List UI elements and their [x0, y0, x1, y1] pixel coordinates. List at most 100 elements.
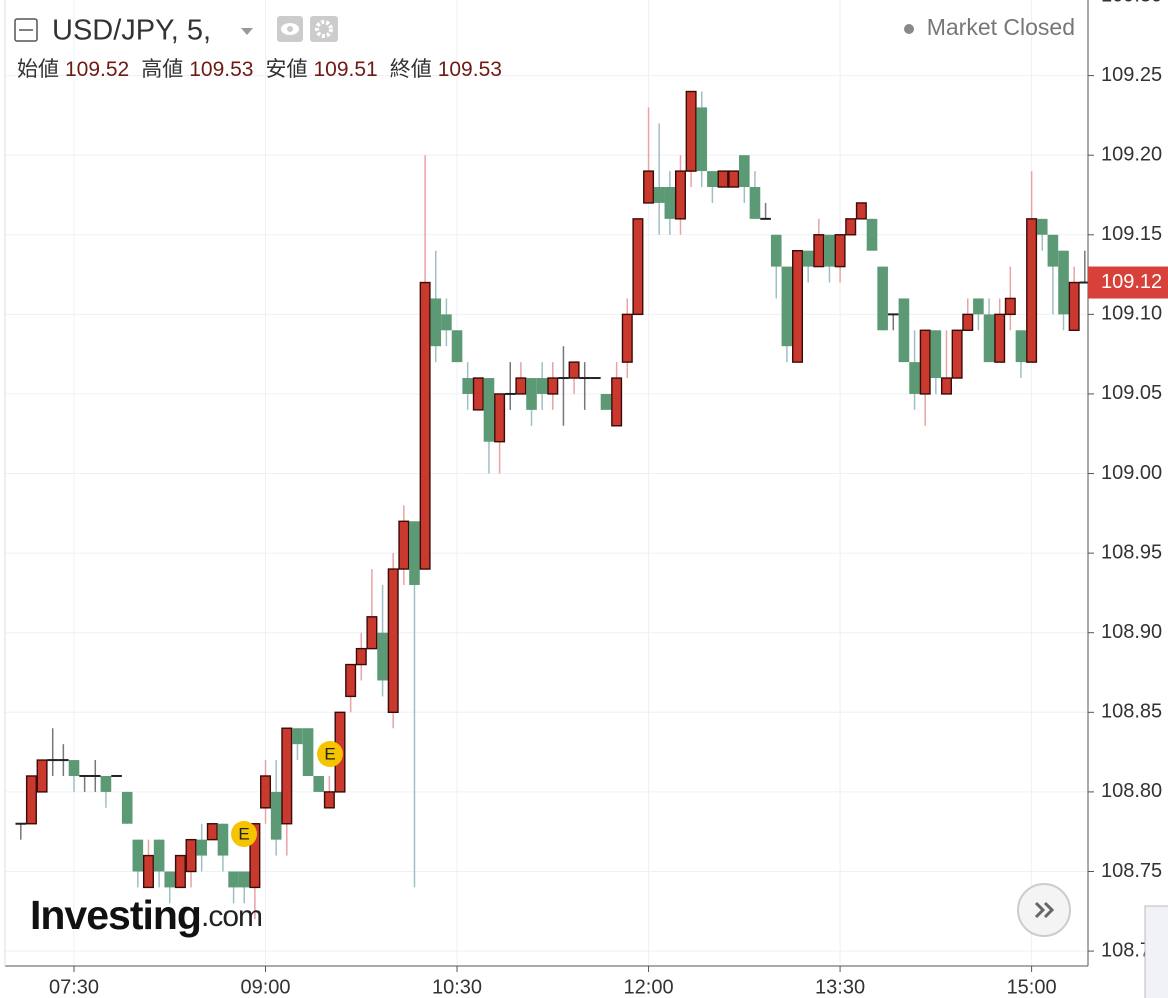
candle-body: [1036, 218, 1048, 235]
last-price-label: 109.12: [1101, 271, 1162, 293]
x-tick-label: 13:30: [815, 976, 865, 998]
market-status: Market Closed: [927, 14, 1075, 40]
legend-label: 高値: [141, 58, 183, 81]
candle-body: [68, 760, 80, 776]
candle-body: [494, 393, 506, 443]
x-tick-label: 15:00: [1007, 976, 1057, 998]
candle-body: [238, 871, 250, 888]
candle-body: [813, 234, 825, 268]
y-tick-label: 109.25: [1101, 64, 1162, 86]
candle-body: [1026, 218, 1038, 363]
candle-body: [462, 378, 473, 394]
candle-body: [153, 839, 165, 872]
candle-body: [174, 854, 186, 889]
candle-body: [366, 616, 378, 650]
brand-main: Investing: [30, 892, 201, 938]
candle-body: [962, 313, 974, 331]
legend-value: 109.52: [65, 58, 129, 81]
candle-body: [526, 378, 537, 410]
y-tick-label: 108.80: [1101, 780, 1162, 802]
event-marker[interactable]: [231, 821, 257, 847]
candle-body: [664, 187, 676, 219]
x-tick-label: 10:30: [432, 976, 482, 998]
legend-label: 終値: [390, 58, 432, 81]
candle-body: [781, 266, 793, 347]
y-tick-label: 109.05: [1101, 382, 1162, 404]
candle-body: [728, 170, 740, 188]
scroll-icon: [1034, 901, 1055, 919]
brand-logo: Investing.com: [30, 892, 262, 938]
candle-body: [292, 728, 303, 745]
candle-body: [281, 727, 293, 825]
ohlc-legend: 始値 109.52 高値 109.53 安値 109.51 終値 109.53: [17, 58, 502, 81]
x-tick-label: 12:00: [624, 976, 674, 998]
candle-body: [909, 362, 920, 394]
grid: [5, 0, 1088, 966]
candle-body: [834, 234, 846, 268]
candle-body: [1004, 297, 1016, 316]
chart-title: USD/JPY, 5,: [52, 15, 211, 47]
candles: [15, 90, 1088, 920]
candle-body: [621, 313, 633, 363]
legend-value: 109.53: [438, 58, 502, 81]
y-tick-label: 109.30: [1101, 0, 1162, 6]
y-tick-label: 109.20: [1101, 143, 1162, 165]
gear-icon: [315, 20, 333, 38]
candle-body: [1068, 281, 1080, 331]
candle-body: [696, 107, 708, 172]
axis-labels: 108.70108.75108.80108.85108.90108.95109.…: [49, 0, 1168, 998]
settings-button[interactable]: [310, 16, 338, 42]
candle-body: [377, 632, 388, 681]
dropdown-icon[interactable]: [241, 28, 253, 35]
candle-body: [398, 520, 410, 570]
candle-body: [792, 249, 804, 363]
y-tick-label: 108.85: [1101, 701, 1162, 723]
legend-label: 始値: [17, 58, 59, 81]
candle-body: [717, 170, 729, 188]
candle-body: [472, 377, 484, 411]
y-tick-label: 108.95: [1101, 541, 1162, 563]
y-tick-label: 109.10: [1101, 303, 1162, 325]
last-price-tag: [1088, 266, 1168, 299]
candle-body: [121, 791, 133, 824]
candle-body: [419, 281, 431, 570]
event-marker[interactable]: [317, 741, 343, 767]
legend-value: 109.53: [189, 58, 253, 81]
candle-body: [536, 378, 548, 394]
candle-body: [749, 187, 761, 219]
candle-body: [674, 170, 686, 220]
legend-value: 109.51: [313, 58, 377, 81]
y-tick-label: 108.90: [1101, 621, 1162, 643]
candle-body: [1058, 250, 1069, 315]
candle-body: [643, 170, 655, 204]
candle-body: [632, 218, 644, 316]
candle-body: [611, 377, 623, 427]
brand-suffix: .com: [201, 900, 262, 933]
candle-body: [802, 250, 814, 267]
candle-body: [270, 791, 282, 840]
candle-body: [653, 187, 665, 203]
candle-body: [739, 155, 750, 188]
candle-body: [185, 838, 197, 873]
candle-body: [430, 298, 442, 347]
candle-body: [196, 839, 207, 856]
candle-body: [600, 393, 612, 410]
collapse-icon[interactable]: [14, 18, 38, 42]
candle-body: [951, 329, 963, 379]
candle-body: [441, 314, 452, 331]
candle-body: [770, 234, 782, 267]
candle-body: [217, 823, 229, 856]
x-tick-label: 09:00: [240, 976, 290, 998]
candle-body: [898, 298, 910, 363]
candle-body: [877, 266, 888, 331]
candle-body: [451, 330, 463, 363]
candle-body: [515, 377, 527, 395]
candle-body: [983, 314, 995, 363]
y-tick-label: 109.00: [1101, 462, 1162, 484]
candle-body: [387, 568, 399, 714]
candle-body: [685, 90, 697, 172]
candle-body: [323, 791, 335, 809]
candle-body: [919, 329, 931, 395]
